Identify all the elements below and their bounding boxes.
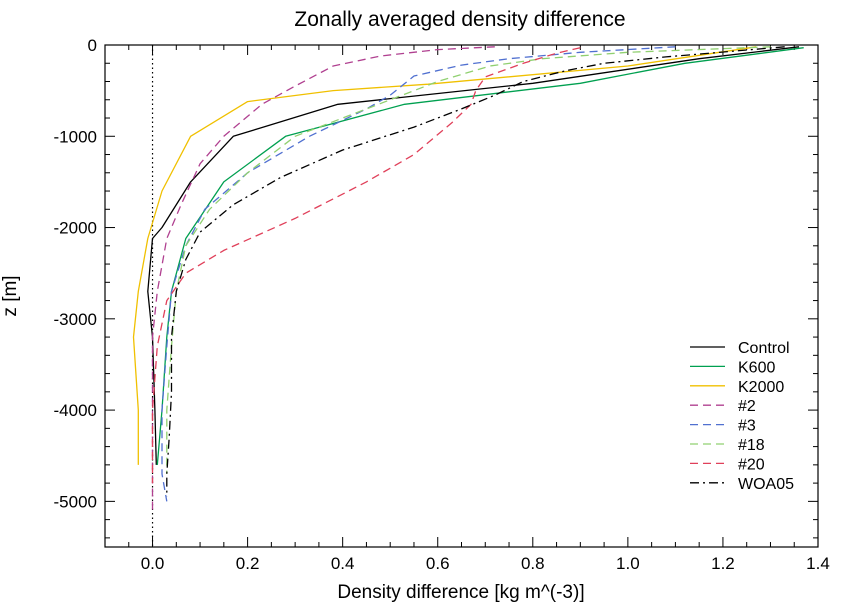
y-tick-label: -3000	[54, 310, 97, 329]
plot-area: 0.0 0.2 0.4 0.6 0.8 1.0 1.2 1.4 0 -1000 -2000 -300…	[54, 36, 830, 573]
legend: Control K600 K2000 #2 #3 #18 #20 WOA05	[690, 340, 794, 493]
x-axis-title: Density difference [kg m^(-3)]	[337, 582, 584, 603]
y-axis-title: z [m]	[0, 275, 21, 316]
y-tick-label: -1000	[54, 127, 97, 146]
x-tick-labels: 0.0 0.2 0.4 0.6 0.8 1.0 1.2 1.4	[141, 554, 830, 573]
series-line-control	[147, 46, 800, 465]
legend-label-2: #2	[738, 398, 756, 415]
legend-label-18: #18	[738, 437, 765, 454]
tick-marks	[104, 44, 819, 547]
legend-label-k600: K600	[738, 359, 775, 376]
series-line-k2000	[132, 46, 757, 465]
series-line-3	[161, 46, 676, 502]
chart-title: Zonally averaged density difference	[294, 8, 625, 31]
x-tick-label: 1.0	[616, 554, 640, 573]
x-tick-label: 0.4	[331, 554, 355, 573]
x-tick-label: 1.2	[711, 554, 735, 573]
series-lines	[132, 46, 804, 511]
legend-label-control: Control	[738, 340, 790, 357]
legend-label-3: #3	[738, 418, 756, 435]
legend-label-20: #20	[738, 456, 765, 473]
x-tick-label: 0.8	[521, 554, 545, 573]
series-line-18	[166, 46, 771, 474]
y-tick-label: -4000	[54, 401, 97, 420]
x-tick-label: 0.2	[236, 554, 260, 573]
plot-frame	[104, 44, 819, 548]
y-tick-label: -2000	[54, 219, 97, 238]
y-tick-labels: 0 -1000 -2000 -3000 -4000 -5000	[54, 36, 97, 511]
legend-label-woa05: WOA05	[738, 476, 794, 493]
x-tick-label: 0.0	[141, 554, 165, 573]
y-tick-label: 0	[88, 36, 97, 55]
legend-label-k2000: K2000	[738, 379, 784, 396]
y-tick-label: -5000	[54, 492, 97, 511]
series-line-2	[151, 46, 495, 511]
series-line-woa05	[166, 46, 785, 497]
x-tick-label: 1.4	[806, 554, 830, 573]
x-tick-label: 0.6	[426, 554, 450, 573]
series-line-k600	[156, 47, 804, 465]
series-line-20	[151, 47, 581, 484]
